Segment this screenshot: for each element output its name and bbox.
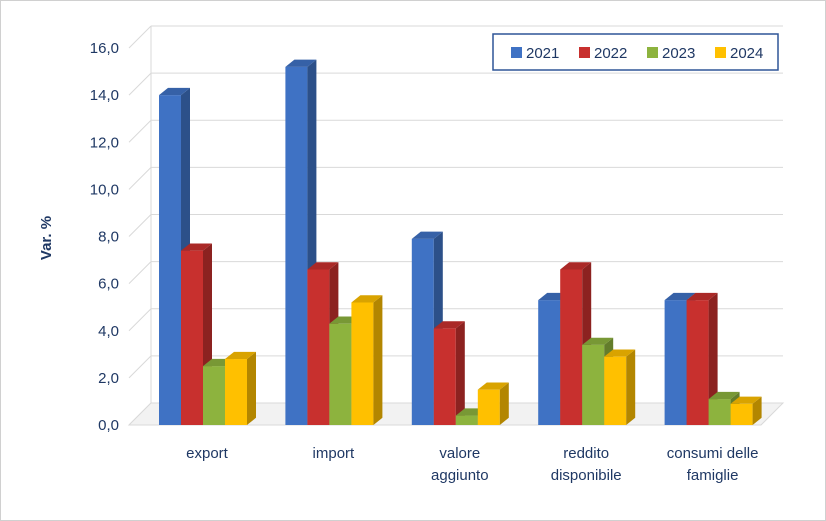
legend-swatch (579, 47, 590, 58)
legend: 2021 2022 2023 2024 (492, 33, 779, 71)
bar-top (433, 321, 465, 329)
gridline-depth (128, 261, 152, 284)
y-tick-label: 2,0 (98, 370, 119, 387)
legend-label: 2023 (662, 45, 695, 62)
bar-top (351, 295, 383, 303)
bar-front (181, 250, 203, 425)
bar-front (329, 323, 352, 425)
legend-label: 2024 (730, 45, 763, 62)
bar-side (752, 396, 762, 425)
category-label: valore (439, 445, 480, 462)
bar-side (455, 321, 465, 425)
bar-top (225, 351, 256, 360)
y-tick-label: 10,0 (90, 181, 119, 198)
category-label: consumi delle (667, 445, 759, 462)
legend-label: 2022 (594, 45, 627, 62)
y-tick-label: 6,0 (98, 276, 119, 293)
bars (159, 59, 762, 426)
bar-front (455, 415, 478, 425)
gridline-depth (128, 119, 152, 143)
bar-top (582, 337, 614, 345)
bar-top (411, 231, 443, 239)
category-labels: export import valore aggiunto reddito disponi… (186, 445, 758, 484)
category-label: aggiunto (431, 467, 489, 484)
bar (730, 396, 762, 425)
bar-front (664, 300, 687, 425)
bar (477, 382, 509, 425)
bar (433, 321, 465, 425)
bar-top (159, 87, 190, 96)
bar-top (664, 292, 696, 301)
bar-top (604, 349, 636, 357)
y-tick-label: 8,0 (98, 229, 119, 246)
legend-box (492, 33, 779, 71)
legend-swatch (511, 47, 522, 58)
legend-swatch (647, 47, 658, 58)
category-label: famiglie (687, 467, 739, 484)
bar-front (351, 302, 374, 425)
bar-front (203, 366, 225, 425)
gridline-depth (128, 167, 152, 190)
bar-top (181, 243, 212, 251)
category-label: export (186, 445, 229, 462)
bar-side (626, 349, 636, 425)
bar-top (730, 396, 762, 404)
y-axis-ticks: 0,0 2,0 4,0 6,0 8,0 10,0 12,0 14,0 16,0 (90, 40, 119, 434)
y-axis-title: Var. % (38, 216, 55, 260)
legend-swatch (715, 47, 726, 58)
bar-top (307, 262, 339, 270)
category-label: reddito (563, 445, 609, 462)
bar-front (538, 300, 561, 425)
legend-label: 2021 (526, 45, 559, 62)
bar-front (159, 95, 181, 425)
gridline-depth (128, 72, 152, 96)
y-tick-label: 12,0 (90, 134, 119, 151)
bar-side (708, 292, 718, 425)
bar-front (477, 389, 500, 425)
bar-side (373, 295, 383, 425)
bar-top (560, 262, 592, 270)
bar-front (604, 356, 627, 425)
bar-front (560, 269, 583, 425)
bar-front (582, 344, 605, 425)
bar-side (247, 351, 256, 425)
bar-top (686, 292, 718, 301)
bar-front (708, 399, 731, 425)
bar (604, 349, 636, 425)
bar-front (433, 328, 456, 425)
bar-top (285, 59, 317, 67)
bar-front (307, 269, 330, 425)
y-tick-label: 14,0 (90, 87, 119, 104)
y-tick-label: 4,0 (98, 323, 119, 340)
bar-side (499, 382, 509, 425)
bar (225, 351, 256, 425)
gridline-depth (128, 214, 152, 237)
bar-top (708, 391, 740, 400)
gridline-depth (128, 25, 152, 49)
bar-front (686, 300, 709, 425)
y-tick-label: 16,0 (90, 40, 119, 57)
bar-front (730, 403, 753, 425)
gridline-depth (128, 308, 152, 332)
gridline-depth (128, 355, 152, 379)
bar (686, 292, 718, 425)
y-tick-label: 0,0 (98, 417, 119, 434)
bar (351, 295, 383, 425)
bar-top (477, 382, 509, 390)
category-label: import (313, 445, 356, 462)
bar-front (285, 66, 308, 425)
bar-front (411, 238, 434, 425)
category-label: disponibile (551, 467, 622, 484)
bar-front (225, 359, 247, 425)
